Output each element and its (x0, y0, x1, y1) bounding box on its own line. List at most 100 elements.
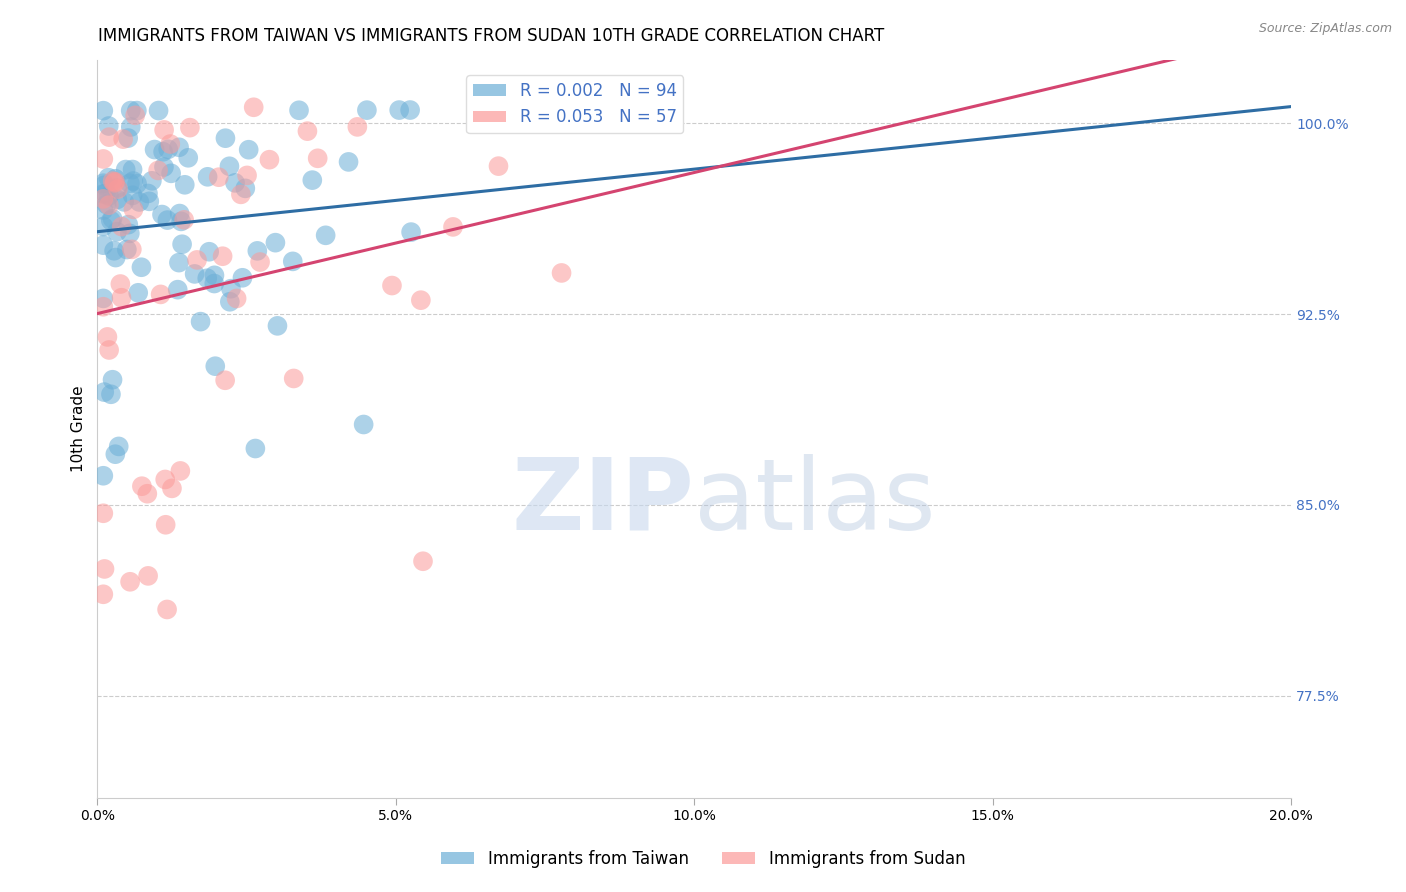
Point (172, 237, 194, 252)
Point (150, 208, 173, 222)
Point (197, 169, 219, 184)
Point (153, 160, 176, 174)
Point (149, 287, 172, 301)
Point (219, 282, 242, 296)
Point (91, 103, 114, 118)
Point (225, 292, 247, 306)
Point (120, 574, 142, 589)
Point (91, 292, 114, 306)
Point (177, 151, 200, 165)
Point (107, 439, 129, 453)
Point (297, 124, 319, 138)
Point (122, 174, 145, 188)
Text: Source: ZipAtlas.com: Source: ZipAtlas.com (1258, 22, 1392, 36)
Point (202, 277, 225, 291)
Point (160, 481, 183, 495)
Point (91, 192, 114, 206)
Point (157, 142, 180, 156)
Point (160, 166, 183, 180)
Point (204, 359, 226, 374)
Point (93, 178, 115, 193)
Point (183, 267, 205, 281)
Point (136, 486, 159, 500)
Point (155, 517, 177, 532)
Point (96, 197, 118, 211)
Point (224, 176, 246, 190)
Point (153, 123, 176, 137)
Point (101, 373, 124, 387)
Point (166, 283, 188, 297)
Point (101, 174, 124, 188)
Point (246, 244, 269, 258)
Point (245, 442, 267, 456)
Point (204, 268, 226, 283)
Point (101, 211, 124, 226)
Point (105, 181, 128, 195)
Point (117, 218, 139, 232)
Point (156, 213, 179, 227)
Point (112, 132, 135, 146)
Point (128, 194, 150, 209)
Point (249, 255, 271, 269)
Point (98, 189, 121, 203)
Point (104, 171, 127, 186)
Point (122, 202, 145, 217)
Point (211, 249, 233, 263)
Point (103, 176, 125, 190)
Point (105, 193, 128, 207)
Point (173, 212, 195, 227)
Point (353, 417, 375, 432)
Point (131, 260, 153, 275)
Point (346, 120, 368, 134)
Point (288, 103, 311, 118)
Point (503, 97, 526, 112)
Point (124, 108, 146, 122)
Point (409, 293, 432, 308)
Point (381, 278, 404, 293)
Point (96, 330, 118, 344)
Point (208, 170, 231, 185)
Point (159, 136, 181, 151)
Point (91, 300, 114, 314)
Point (441, 219, 464, 234)
Point (120, 120, 142, 134)
Point (138, 194, 160, 209)
Point (125, 103, 148, 118)
Point (91, 219, 114, 234)
Point (91, 186, 114, 201)
Point (111, 219, 134, 234)
Point (107, 182, 129, 196)
Point (233, 181, 256, 195)
Point (143, 143, 166, 157)
Point (100, 387, 122, 401)
Point (131, 479, 153, 493)
Point (97, 170, 120, 185)
Point (93, 562, 115, 576)
Point (103, 244, 125, 258)
Point (550, 266, 572, 280)
Legend: R = 0.002   N = 94, R = 0.053   N = 57: R = 0.002 N = 94, R = 0.053 N = 57 (467, 75, 683, 133)
Point (91, 506, 114, 520)
Point (337, 155, 360, 169)
Point (121, 243, 143, 257)
Point (186, 252, 208, 267)
Point (264, 235, 287, 250)
Point (141, 174, 163, 188)
Point (98, 130, 121, 145)
Point (412, 554, 434, 568)
Point (238, 143, 260, 157)
Point (169, 464, 191, 478)
Point (190, 315, 212, 329)
Point (93, 202, 115, 217)
Point (281, 254, 304, 268)
Point (315, 228, 337, 243)
Point (97, 198, 120, 212)
Point (214, 131, 236, 145)
Point (146, 163, 169, 178)
Text: ZIP: ZIP (512, 454, 695, 551)
Point (91, 587, 114, 601)
Point (136, 569, 159, 583)
Point (98, 343, 121, 357)
Y-axis label: 10th Grade: 10th Grade (72, 385, 86, 472)
Point (179, 120, 201, 135)
